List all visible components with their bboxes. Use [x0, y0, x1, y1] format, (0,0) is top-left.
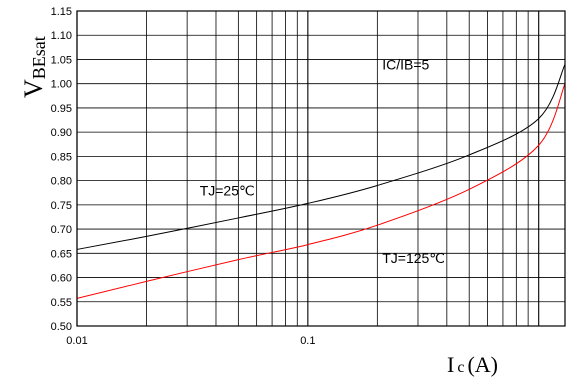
x-axis-ticks: 0.01 0.1: [66, 335, 315, 347]
y-tick-label-1: 0.55: [51, 297, 72, 309]
y-axis-label: VBEsat: [19, 36, 49, 98]
y-tick-label-7: 0.85: [51, 151, 72, 163]
y-tick-label-9: 0.95: [51, 103, 72, 115]
annotation-2: TJ=125℃: [382, 250, 445, 266]
x-axis-label-unit: (A): [467, 352, 498, 377]
y-tick-label-12: 1.10: [51, 30, 72, 42]
y-tick-label-10: 1.00: [51, 79, 72, 91]
x-tick-label-0: 0.01: [66, 335, 87, 347]
x-tick-label-1: 0.1: [300, 335, 315, 347]
y-axis-label-main: V: [19, 79, 48, 98]
y-tick-label-5: 0.75: [51, 200, 72, 212]
y-tick-label-2: 0.60: [51, 273, 72, 285]
y-tick-label-11: 1.05: [51, 54, 72, 66]
y-axis-label-sub: BEsat: [29, 36, 49, 79]
y-tick-label-4: 0.70: [51, 224, 72, 236]
y-axis-ticks: 0.50 0.55 0.60 0.65 0.70 0.75 0.80 0.85 0.90 0.95…: [51, 6, 72, 333]
y-tick-label-6: 0.80: [51, 176, 72, 188]
x-axis-label-main: I: [447, 352, 454, 377]
series-line-0: [76, 64, 566, 250]
y-tick-label-0: 0.50: [51, 321, 72, 333]
y-tick-label-13: 1.15: [51, 6, 72, 18]
plot-frame: [76, 10, 566, 327]
annotation-1: TJ=25℃: [200, 182, 255, 198]
y-tick-label-3: 0.65: [51, 248, 72, 260]
annotation-0: IC/IB=5: [382, 56, 429, 72]
grid: [76, 10, 565, 327]
series-line-1: [76, 83, 566, 299]
annotations: IC/IB=5 TJ=25℃ TJ=125℃: [200, 56, 445, 266]
x-axis-label-sub: c: [457, 359, 464, 376]
series-lines: [76, 64, 566, 299]
y-tick-label-8: 0.90: [51, 127, 72, 139]
